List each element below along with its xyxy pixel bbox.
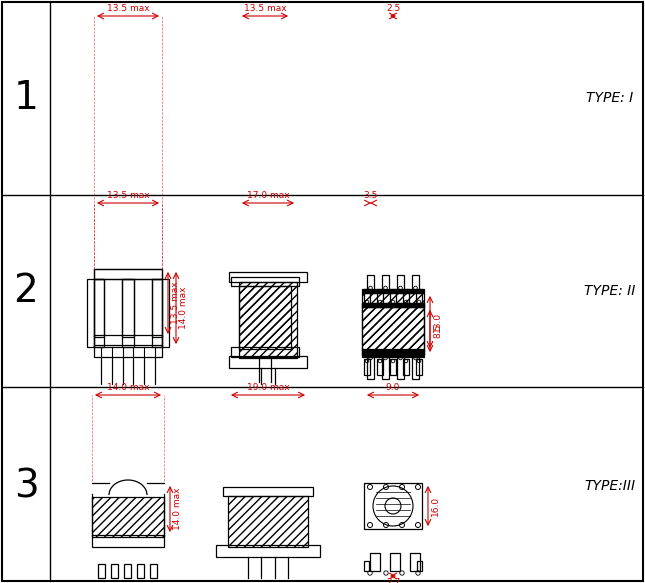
Bar (367, 275, 374, 291)
Bar (364, 289, 370, 305)
Bar (94, 269, 162, 279)
Text: 14.0 max: 14.0 max (173, 488, 182, 531)
Text: 1: 1 (14, 79, 39, 117)
Bar (362, 307, 424, 355)
Text: 17.0 max: 17.0 max (246, 191, 290, 200)
Text: 16.0: 16.0 (431, 496, 440, 516)
Text: 2.7: 2.7 (386, 578, 400, 583)
Bar (382, 357, 389, 379)
Bar (377, 289, 383, 305)
Bar (364, 561, 369, 571)
Bar (412, 275, 419, 291)
Text: 14.0 max: 14.0 max (179, 287, 188, 329)
Text: 3.5: 3.5 (363, 191, 378, 200)
Text: 2: 2 (14, 272, 38, 310)
Bar (362, 303, 424, 307)
Bar (92, 535, 164, 547)
Bar (367, 357, 374, 379)
Bar (412, 357, 419, 379)
Bar (370, 553, 380, 571)
Text: 2.5: 2.5 (386, 4, 400, 13)
Bar (94, 279, 104, 347)
Bar (362, 349, 424, 354)
Bar (94, 335, 162, 347)
Bar (111, 564, 118, 578)
Bar (92, 497, 164, 537)
Text: 13.5 max: 13.5 max (171, 282, 180, 324)
Bar (229, 356, 307, 368)
Bar (362, 289, 424, 293)
Bar (239, 286, 291, 349)
Bar (390, 359, 396, 375)
Text: 9.0: 9.0 (386, 383, 400, 392)
Bar (416, 359, 422, 375)
Bar (377, 359, 383, 375)
Bar (397, 275, 404, 291)
Bar (94, 269, 162, 279)
Bar (124, 564, 131, 578)
Bar (390, 289, 396, 305)
Bar (416, 289, 422, 305)
Bar (122, 279, 134, 337)
Bar (390, 553, 400, 571)
Bar (122, 279, 134, 347)
Bar (410, 553, 420, 571)
Bar (94, 345, 162, 357)
Bar (216, 545, 320, 557)
Bar (162, 279, 169, 347)
Text: TYPE: II: TYPE: II (584, 284, 636, 298)
Bar (150, 564, 157, 578)
Bar (152, 279, 162, 347)
Text: TYPE:III: TYPE:III (584, 479, 635, 493)
Bar (231, 347, 299, 357)
Bar (362, 293, 424, 351)
Text: 13.5 max: 13.5 max (106, 191, 149, 200)
Bar (231, 277, 299, 286)
Bar (364, 359, 370, 375)
Bar (94, 279, 104, 337)
Bar (223, 487, 313, 496)
Bar (364, 483, 422, 529)
Bar (228, 496, 308, 547)
Bar (417, 561, 422, 571)
Bar (98, 564, 105, 578)
Text: 13.0: 13.0 (433, 312, 442, 332)
Bar (403, 289, 409, 305)
Bar (239, 282, 297, 358)
Text: 14.0 max: 14.0 max (107, 383, 149, 392)
Text: 13.5 max: 13.5 max (106, 4, 149, 13)
Text: 3: 3 (14, 467, 38, 505)
Text: 13.5 max: 13.5 max (244, 4, 286, 13)
Bar (87, 279, 94, 347)
Bar (362, 303, 424, 307)
Bar (397, 357, 404, 379)
Bar (137, 564, 144, 578)
Text: TYPE: I: TYPE: I (586, 91, 633, 105)
Bar (362, 353, 424, 357)
Text: 8.5: 8.5 (433, 324, 442, 338)
Bar (403, 359, 409, 375)
Bar (229, 272, 307, 282)
Bar (152, 279, 162, 337)
Text: 19.0 max: 19.0 max (246, 383, 290, 392)
Bar (382, 275, 389, 291)
